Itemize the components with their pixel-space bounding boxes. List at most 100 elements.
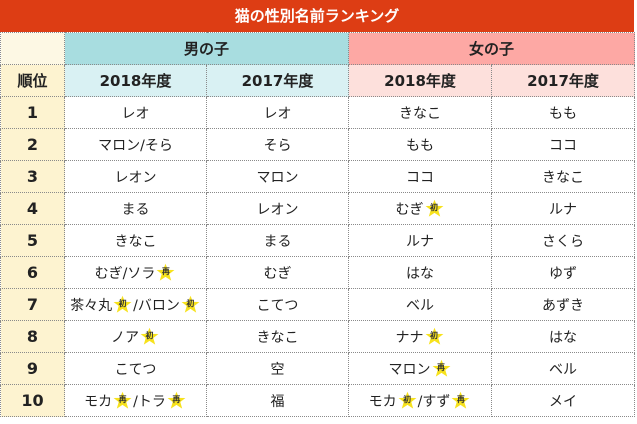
name-cell-f2017: もも <box>491 96 636 129</box>
returning-star-icon: 再 <box>113 391 132 410</box>
rank-number: 7 <box>0 288 65 321</box>
cat-name: マロン/そら <box>98 137 173 154</box>
rank-number: 4 <box>0 192 65 225</box>
cat-name: ナナ <box>395 329 424 346</box>
cat-name: 福 <box>270 393 285 410</box>
cat-name: メイ <box>549 393 578 410</box>
name-cell-f2017: きなこ <box>491 160 636 193</box>
cat-name: こてつ <box>114 361 157 378</box>
table-row: 10 モカ再/トラ再福モカ初/すず再メイ <box>0 384 636 417</box>
name-cell-f2018: もも <box>348 128 493 161</box>
cat-name: きなこ <box>399 105 442 122</box>
table-row: 8 ノア初きなこ ナナ初はな <box>0 320 636 353</box>
cat-name: マロン <box>388 361 431 378</box>
name-cell-m2018: きなこ <box>64 224 207 257</box>
ranking-table: 男の子 女の子 順位 2018年度 2017年度 2018年度 2017年度 1… <box>0 32 636 417</box>
name-cell-f2017: はな <box>491 320 636 353</box>
name-cell-f2017: ゆず <box>491 256 636 289</box>
name-cell-m2017: レオン <box>205 192 350 225</box>
group-header-row: 男の子 女の子 <box>0 32 636 65</box>
cat-name: むぎ <box>263 265 292 282</box>
cat-name: ゆず <box>549 265 578 282</box>
rank-number: 3 <box>0 160 65 193</box>
cat-name: あずき <box>542 297 585 314</box>
rank-number: 6 <box>0 256 65 289</box>
name-cell-m2017: 空 <box>205 352 350 385</box>
cat-name: ベル <box>549 361 578 378</box>
female-group-header: 女の子 <box>348 32 636 65</box>
cat-name: きなこ <box>114 233 157 250</box>
cat-name: モカ <box>84 393 113 410</box>
cat-name: もも <box>549 105 578 122</box>
rank-number: 8 <box>0 320 65 353</box>
cat-name: そら <box>263 137 292 154</box>
name-cell-m2017: レオ <box>205 96 350 129</box>
name-cell-m2018: まる <box>64 192 207 225</box>
table-row: 6 むぎ/ソラ再 むぎ はな ゆず <box>0 256 636 289</box>
cat-name: ベル <box>406 297 435 314</box>
table-title: 猫の性別名前ランキング <box>0 0 634 32</box>
star-mark-label: 再 <box>172 395 181 404</box>
star-mark-label: 再 <box>118 395 127 404</box>
name-cell-m2018: レオン <box>64 160 207 193</box>
cat-name: まる <box>263 233 292 250</box>
name-cell-f2018: ココ <box>348 160 493 193</box>
name-cell-m2018: 茶々丸初/バロン初 <box>64 288 207 321</box>
name-cell-f2018: むぎ初 <box>348 192 493 225</box>
star-mark-label: 再 <box>437 363 446 372</box>
star-mark-label: 初 <box>403 395 412 404</box>
cat-name: マロン <box>256 169 299 186</box>
table-row: 4 まる レオン むぎ初 ルナ <box>0 192 636 225</box>
corner-cell <box>0 32 65 65</box>
first-time-star-icon: 初 <box>425 199 444 218</box>
first-time-star-icon: 初 <box>181 295 200 314</box>
year-header-row: 順位 2018年度 2017年度 2018年度 2017年度 <box>0 64 636 97</box>
name-cell-m2017: きなこ <box>205 320 350 353</box>
returning-star-icon: 再 <box>156 263 175 282</box>
cat-name: ルナ <box>549 201 578 218</box>
star-mark-label: 初 <box>430 203 439 212</box>
name-cell-m2018: マロン/そら <box>64 128 207 161</box>
cat-name: さくら <box>542 233 585 250</box>
star-mark-label: 再 <box>456 395 465 404</box>
name-cell-f2018: きなこ <box>348 96 493 129</box>
first-time-star-icon: 初 <box>425 327 444 346</box>
female-2018-header: 2018年度 <box>348 64 493 97</box>
name-cell-f2017: ベル <box>491 352 636 385</box>
first-time-star-icon: 初 <box>398 391 417 410</box>
name-cell-m2018: モカ再/トラ再 <box>64 384 207 417</box>
table-row: 1 レオ レオ きなこ もも <box>0 96 636 129</box>
first-time-star-icon: 初 <box>140 327 159 346</box>
cat-name: こてつ <box>256 297 299 314</box>
male-2017-header: 2017年度 <box>205 64 350 97</box>
name-cell-f2017: ココ <box>491 128 636 161</box>
returning-star-icon: 再 <box>432 359 451 378</box>
cat-name: ルナ <box>406 233 435 250</box>
name-cell-m2018: ノア初 <box>64 320 207 353</box>
star-mark-label: 初 <box>118 299 127 308</box>
returning-star-icon: 再 <box>167 391 186 410</box>
name-cell-f2018: ナナ初 <box>348 320 493 353</box>
cat-name: /すず <box>417 393 451 410</box>
cat-name: まる <box>121 201 150 218</box>
cat-name: もも <box>406 137 435 154</box>
cat-name: レオ <box>121 105 150 122</box>
male-2018-header: 2018年度 <box>64 64 207 97</box>
rank-number: 9 <box>0 352 65 385</box>
table-row: 9 こてつ 空 マロン再 ベル <box>0 352 636 385</box>
cat-name: むぎ/ソラ <box>94 265 156 282</box>
cat-name: はな <box>406 265 435 282</box>
rank-number: 1 <box>0 96 65 129</box>
cat-name: /トラ <box>133 393 166 410</box>
table-row: 3 レオン マロン ココ きなこ <box>0 160 636 193</box>
table-body: 1 レオ レオ きなこ もも 2 マロン/そら そら もも ココ 3 レオン マロン ココ きなこ 4 まる レオ… <box>0 96 636 417</box>
table-header: 男の子 女の子 順位 2018年度 2017年度 2018年度 2017年度 <box>0 32 636 97</box>
name-cell-f2017: あずき <box>491 288 636 321</box>
cat-name: ノア <box>111 329 139 346</box>
returning-star-icon: 再 <box>451 391 470 410</box>
star-mark-label: 初 <box>145 331 154 340</box>
cat-name: モカ <box>368 393 397 410</box>
name-cell-f2018: モカ初/すず再 <box>348 384 493 417</box>
name-cell-m2017: むぎ <box>205 256 350 289</box>
star-mark-label: 初 <box>186 299 195 308</box>
